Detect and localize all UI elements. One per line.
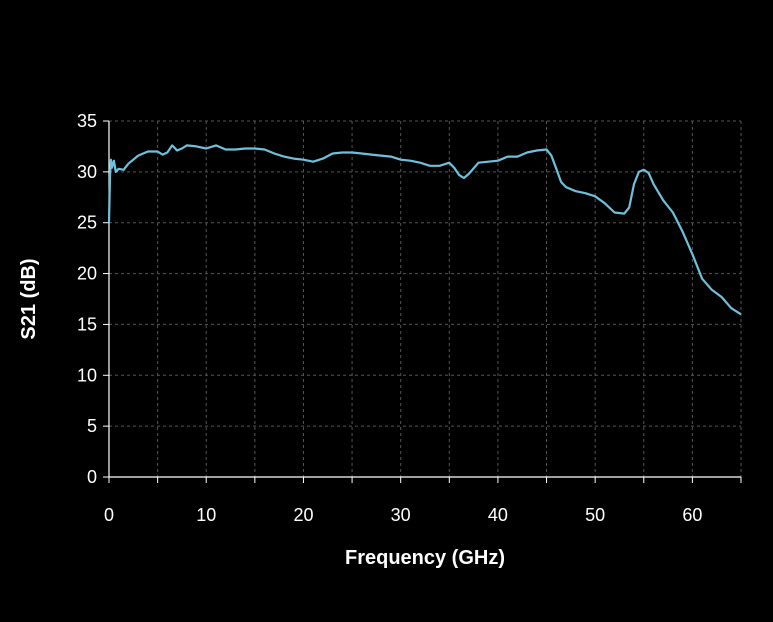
y-tick-label: 0 [87,467,97,487]
x-tick-label: 0 [104,505,114,525]
s21-series-line [107,144,742,316]
y-tick-label: 10 [77,365,97,385]
x-tick-label: 50 [585,505,605,525]
y-tick-label: 15 [77,314,97,334]
axis-ticks: 0 5 10 15 20 25 30 35 0 10 20 30 40 50 60 [77,111,742,525]
y-tick-label: 20 [77,264,97,284]
x-tick-label: 60 [682,505,702,525]
y-axis-title: S21 (dB) [18,258,40,339]
x-tick-label: 10 [196,505,216,525]
grid-lines [109,120,742,477]
y-tick-label: 35 [77,111,97,131]
series-layer [107,144,742,316]
x-axis-title: Frequency (GHz) [345,547,505,569]
y-tick-label: 25 [77,213,97,233]
x-tick-label: 20 [293,505,313,525]
x-tick-label: 30 [391,505,411,525]
y-tick-label: 30 [77,162,97,182]
x-tick-label: 40 [488,505,508,525]
y-tick-label: 5 [87,416,97,436]
